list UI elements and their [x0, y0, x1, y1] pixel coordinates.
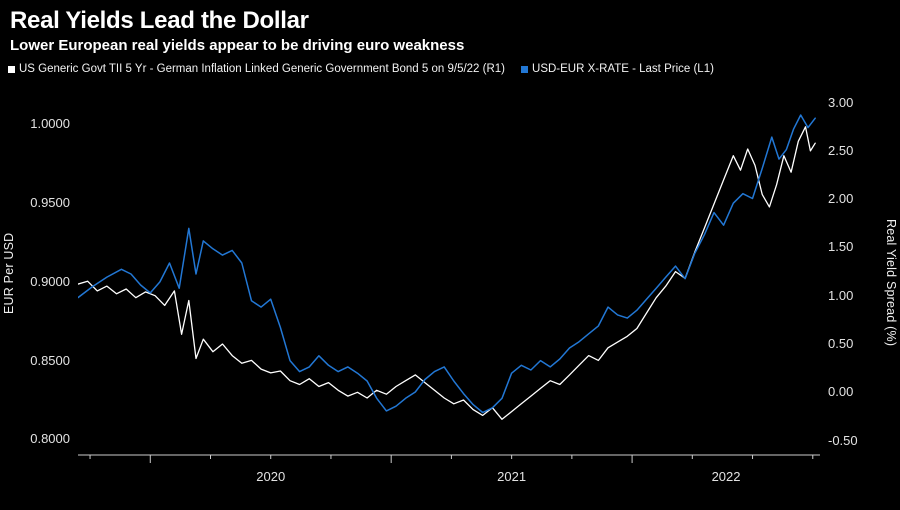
right-axis-title: Real Yield Spread (%) — [884, 219, 898, 347]
legend-label-usd-eur: USD-EUR X-RATE - Last Price (L1) — [532, 63, 714, 75]
x-axis-tick-label: 2022 — [711, 469, 741, 484]
legend-swatch-blue-square-icon — [521, 66, 529, 73]
right-axis-tick-label: 2.50 — [828, 142, 854, 158]
left-axis-tick-label: 0.8000 — [30, 431, 70, 447]
right-axis-tick-label: 3.00 — [828, 94, 854, 110]
line-chart-canvas — [78, 114, 820, 463]
right-axis-tick-label: 1.50 — [828, 239, 854, 255]
legend-label-real-yield-spread: US Generic Govt TII 5 Yr - German Inflat… — [19, 63, 506, 75]
legend-item-real-yield-spread: US Generic Govt TII 5 Yr - German Inflat… — [8, 63, 505, 76]
right-axis-tick-label: 2.00 — [828, 191, 854, 207]
legend: US Generic Govt TII 5 Yr - German Inflat… — [0, 55, 900, 76]
left-axis-tick-label: 0.9500 — [30, 195, 70, 211]
plot-area: EUR Per USD Real Yield Spread (%) 1.0000… — [0, 88, 900, 510]
legend-swatch-white-square-icon — [8, 66, 15, 73]
left-axis-tick-label: 0.8500 — [30, 352, 70, 368]
left-axis-tick-label: 0.9000 — [30, 273, 70, 289]
chart-subtitle: Lower European real yields appear to be … — [10, 37, 465, 54]
chart-title: Real Yields Lead the Dollar — [10, 7, 309, 34]
left-axis-title: EUR Per USD — [2, 232, 16, 314]
x-axis-tick-label: 2020 — [256, 469, 286, 484]
series-line-usd-eur — [78, 114, 816, 414]
series-line-real-yield-spread — [78, 126, 816, 420]
right-axis-tick-label: 0.00 — [828, 384, 854, 400]
x-axis-tick-label: 2021 — [497, 469, 527, 484]
right-axis-tick-label: 0.50 — [828, 335, 854, 351]
legend-item-usd-eur: USD-EUR X-RATE - Last Price (L1) — [521, 63, 714, 76]
left-axis-tick-label: 1.0000 — [30, 116, 70, 132]
right-axis-tick-label: 1.00 — [828, 287, 854, 303]
right-axis-tick-label: -0.50 — [828, 432, 858, 448]
